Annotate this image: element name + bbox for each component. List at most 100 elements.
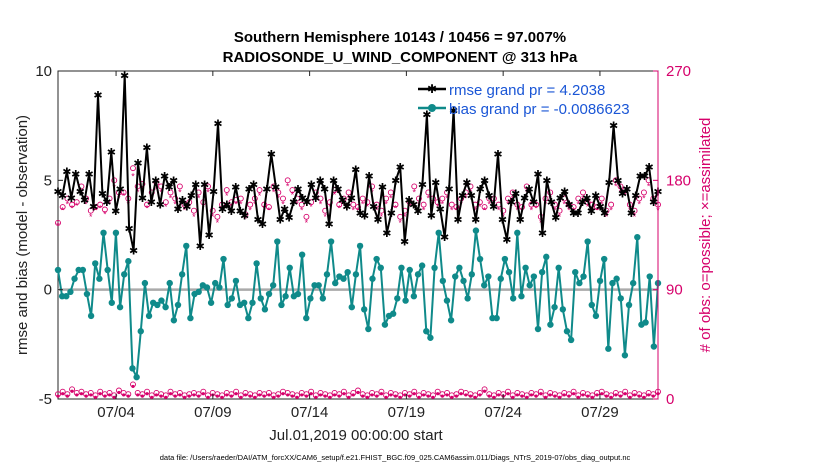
bias-point [534, 325, 542, 333]
legend-rmse-label: rmse grand pr = 4.2038 [449, 82, 605, 99]
bias-point [174, 301, 182, 309]
y-tick-label: 10 [35, 63, 52, 80]
obs-assimilated-point [487, 394, 491, 398]
rmse-point: ✱ [160, 171, 169, 183]
obs-assimilated-point [520, 394, 524, 398]
obs-assimilated-point [337, 394, 341, 398]
rmse-point: ✱ [138, 193, 147, 205]
rmse-point: ✱ [622, 184, 631, 196]
bias-point [584, 238, 591, 245]
rmse-point: ✱ [111, 206, 120, 218]
obs-possible-point [345, 189, 352, 196]
rmse-point: ✱ [600, 208, 609, 220]
obs-possible-point [247, 201, 254, 208]
obs-assimilated-point [225, 393, 229, 397]
rmse-point: ✱ [431, 178, 440, 190]
bias-point [555, 264, 562, 271]
bias-point [443, 297, 451, 304]
bias-point [580, 273, 587, 280]
bias-point [63, 293, 70, 300]
obs-assimilated-point: * [464, 194, 468, 204]
obs-assimilated-point: * [98, 203, 102, 213]
obs-assimilated-point [609, 395, 613, 399]
obs-possible-point [69, 201, 76, 208]
bias-point [83, 290, 91, 298]
obs-possible-point [317, 195, 324, 202]
obs-assimilated-point: * [70, 203, 74, 213]
bias-point [332, 279, 339, 287]
obs-assimilated-point [365, 395, 369, 399]
rmse-point: ✱ [396, 162, 405, 174]
rmse-point: ✱ [289, 197, 298, 209]
obs-assimilated-point [112, 395, 116, 399]
obs-assimilated-point [628, 395, 632, 399]
obs-assimilated-point: * [614, 181, 618, 191]
bias-point [87, 312, 95, 320]
rmse-point: ✱ [476, 184, 485, 196]
rmse-point: ✱ [231, 182, 240, 194]
obs-assimilated-point: * [389, 194, 393, 204]
bias-point [224, 301, 231, 309]
bias-point [642, 319, 649, 326]
obs-assimilated-point: * [192, 212, 196, 222]
obs-assimilated-point: * [122, 191, 126, 201]
obs-possible-point [298, 201, 305, 208]
obs-assimilated-point: * [637, 200, 641, 210]
y-right-tick-label: 0 [666, 391, 674, 408]
bias-point [133, 373, 140, 381]
bias-point [381, 321, 389, 328]
obs-assimilated-point [548, 393, 552, 397]
obs-assimilated-point [290, 394, 294, 398]
obs-assimilated-point: * [66, 200, 70, 210]
bias-point [468, 271, 475, 278]
chart-subtitle: RADIOSONDE_U_WIND_COMPONENT @ 313 hPa [223, 49, 578, 66]
obs-possible-point [87, 207, 94, 214]
obs-assimilated-point: * [586, 202, 590, 212]
rmse-point: ✱ [67, 193, 76, 205]
obs-possible-point [256, 187, 263, 194]
bias-point [572, 268, 579, 276]
bias-point [257, 295, 264, 302]
obs-assimilated-point: * [478, 202, 482, 212]
rmse-point: ✱ [440, 232, 449, 244]
obs-assimilated-point: * [375, 206, 379, 216]
rmse-point: ✱ [187, 191, 196, 203]
bias-point [282, 293, 289, 300]
bias-point [621, 352, 629, 359]
obs-possible-point [369, 183, 376, 190]
obs-possible-point [289, 187, 296, 194]
rmse-point: ✱ [587, 206, 596, 218]
bias-point [232, 277, 240, 285]
rmse-point: ✱ [76, 186, 85, 198]
bias-point [406, 266, 413, 274]
y-tick-label: 0 [44, 282, 52, 299]
bias-point [121, 271, 128, 278]
obs-possible-point [73, 199, 80, 206]
rmse-point: ✱ [413, 206, 422, 218]
obs-assimilated-point: * [319, 200, 323, 210]
rmse-point: ✱ [409, 199, 418, 211]
obs-assimilated-point [248, 394, 252, 398]
obs-assimilated-point [159, 394, 163, 398]
rmse-point: ✱ [62, 167, 71, 179]
rmse-point: ✱ [422, 110, 431, 122]
obs-assimilated-point [318, 393, 323, 397]
obs-assimilated-point: * [403, 212, 407, 222]
obs-assimilated-point: * [408, 202, 412, 212]
x-tick-label: 07/19 [388, 404, 426, 421]
obs-assimilated-point: * [295, 200, 299, 210]
obs-assimilated-point: * [84, 200, 88, 210]
bias-point [187, 314, 194, 322]
rmse-point: ✱ [387, 208, 396, 220]
obs-assimilated-point: * [239, 200, 243, 210]
obs-assimilated-point [595, 393, 599, 397]
obs-assimilated-point: * [173, 200, 177, 210]
bias-point [431, 264, 438, 271]
obs-possible-point [636, 195, 643, 202]
rmse-point: ✱ [502, 234, 511, 246]
obs-possible-point [509, 189, 516, 196]
obs-assimilated-point [389, 393, 393, 397]
obs-assimilated-point [618, 394, 623, 398]
rmse-point: ✱ [249, 180, 258, 192]
obs-assimilated-point [478, 393, 482, 397]
